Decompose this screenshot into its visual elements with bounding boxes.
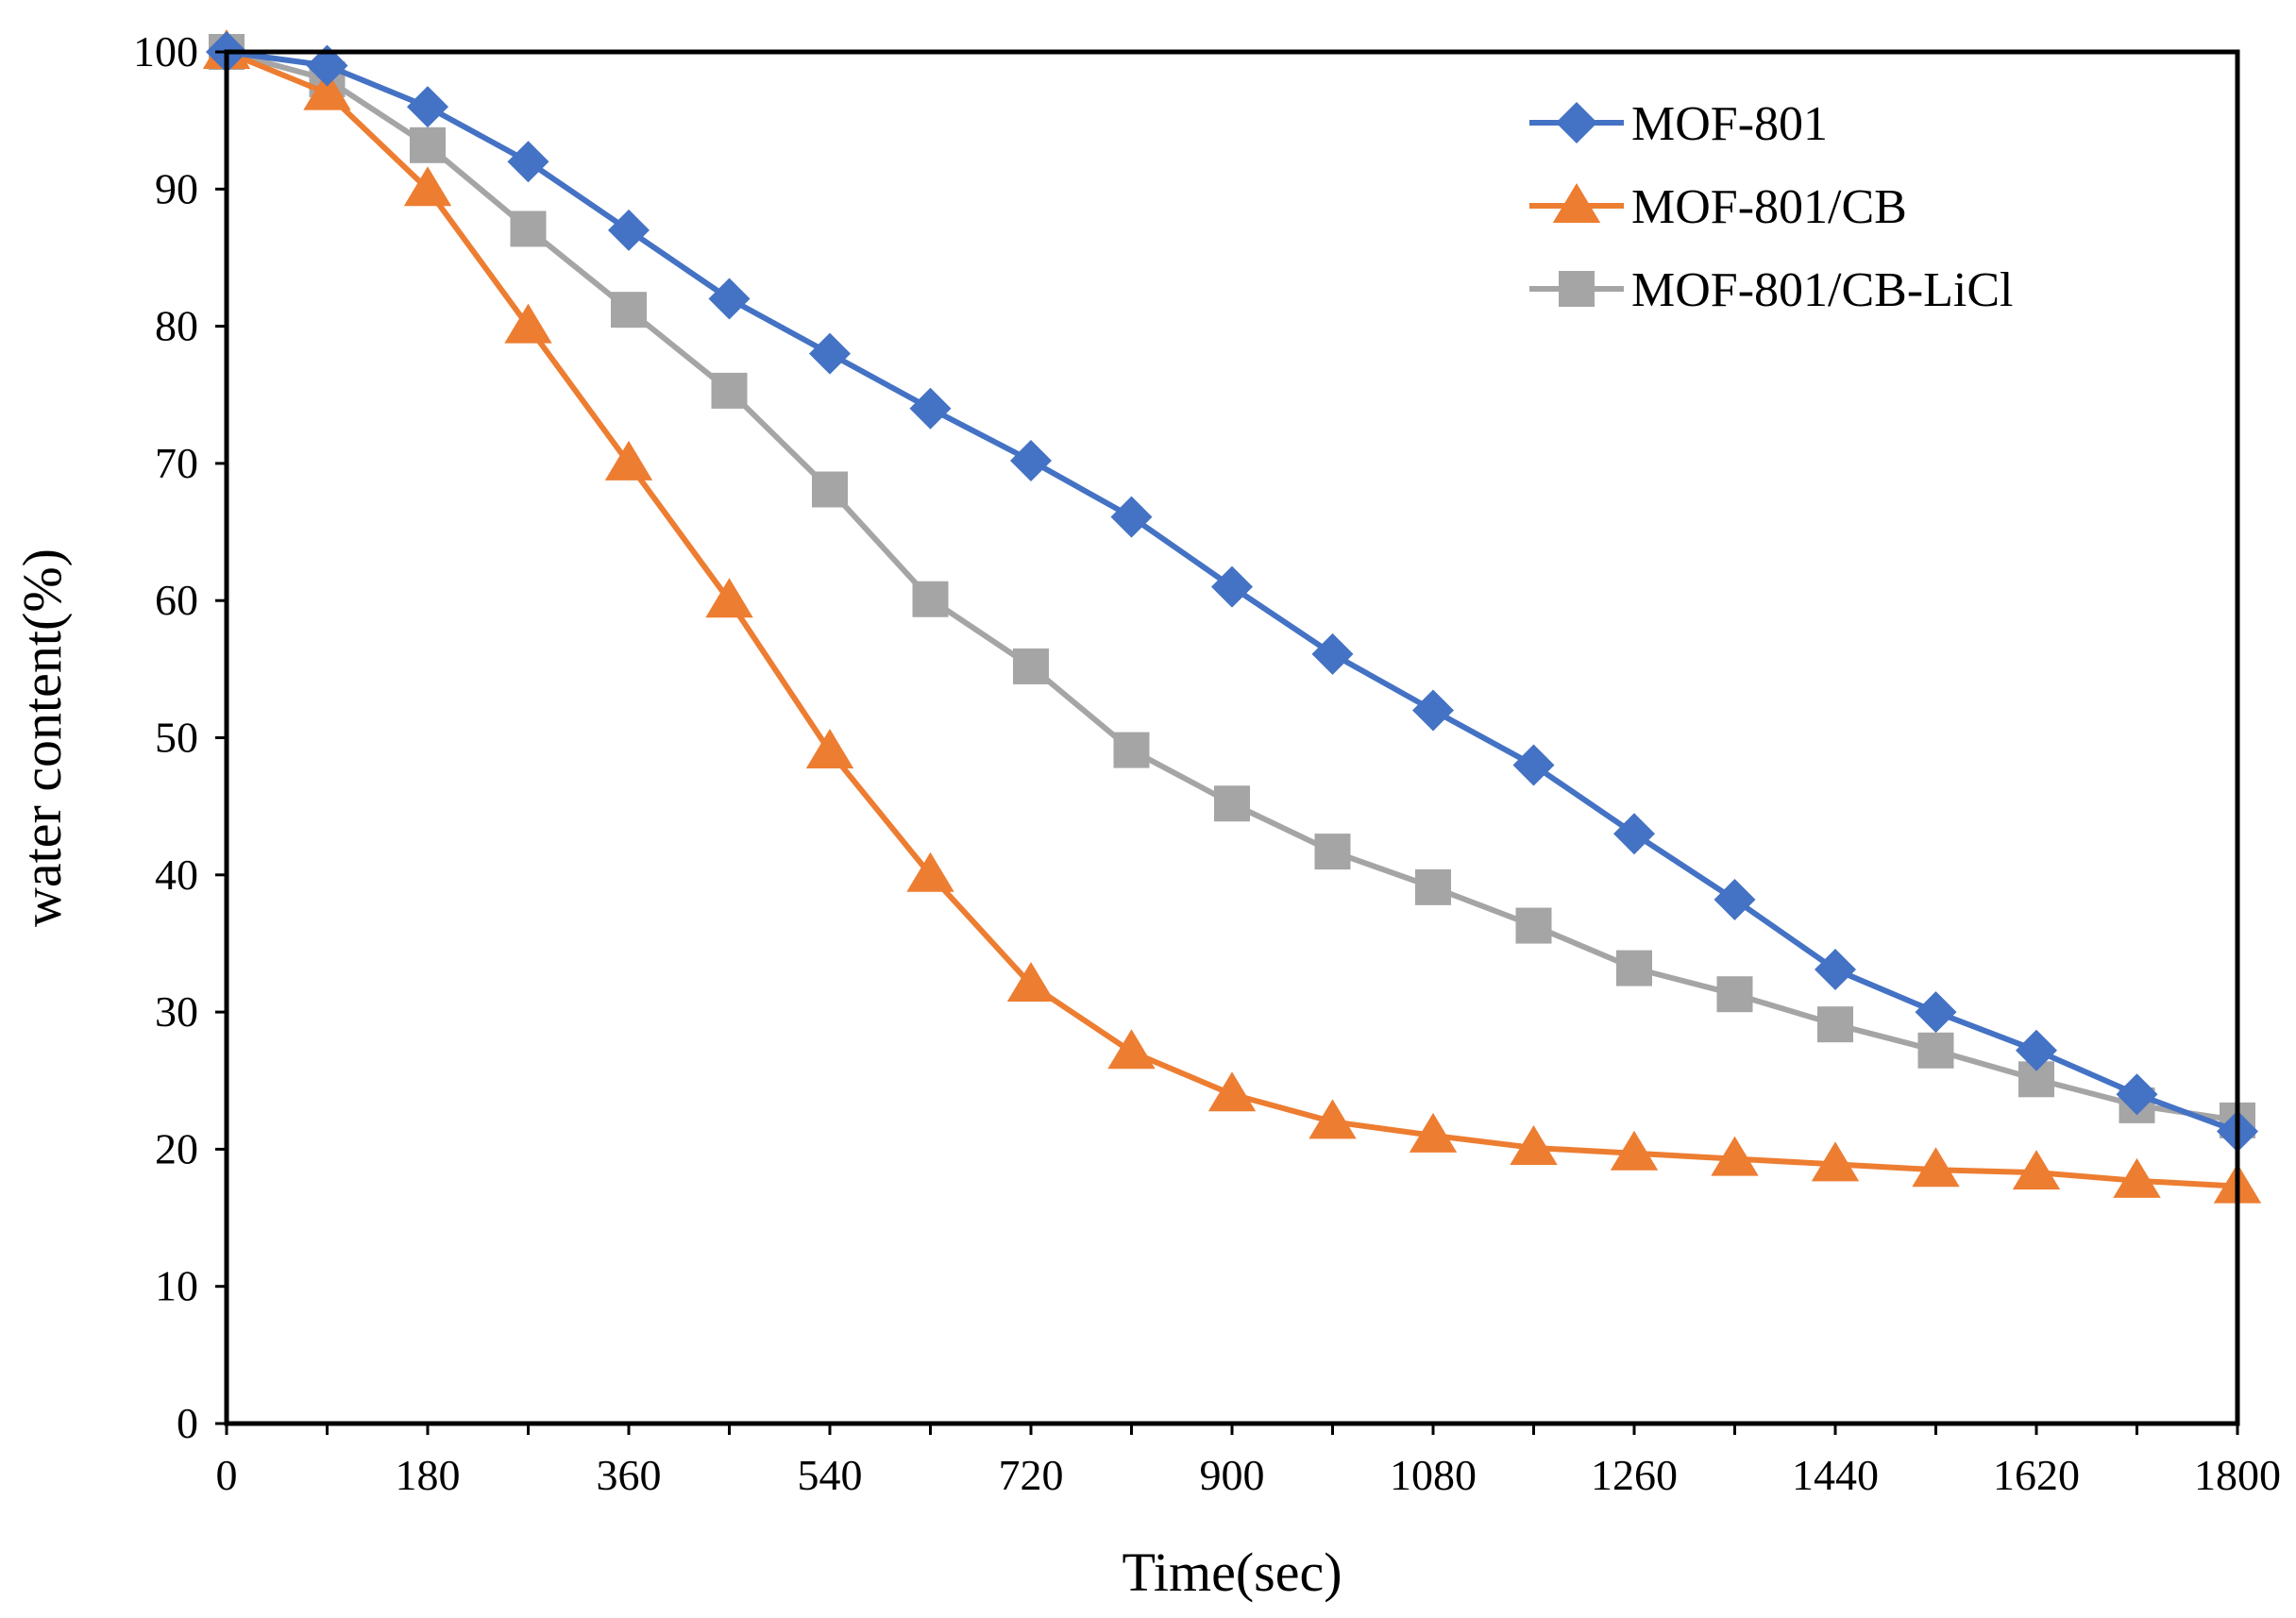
axis-ticks: 0 180 360 540 720 900 1080 1260 1440 1620 1800 0 10 2…	[133, 27, 2281, 1499]
data-point	[1211, 565, 1253, 608]
legend-marker	[1556, 102, 1597, 143]
x-tick-label: 0	[216, 1451, 238, 1499]
y-tick-label: 50	[155, 714, 198, 762]
data-point	[1113, 732, 1150, 768]
data-point	[1415, 868, 1451, 905]
data-point	[711, 372, 748, 409]
data-point	[1515, 907, 1552, 944]
legend-item: MOF-801/CB	[1529, 180, 1907, 234]
legend: MOF-801 MOF-801/CB MOF-801/CB-LiCl	[1529, 97, 2014, 317]
x-tick-label: 1620	[1993, 1451, 2080, 1499]
legend-label: MOF-801/CB	[1631, 180, 1907, 234]
data-point	[906, 851, 954, 892]
data-point	[1512, 744, 1555, 786]
data-point	[510, 211, 547, 247]
legend-marker	[1559, 271, 1595, 307]
x-axis-title: Time(sec)	[1122, 1542, 1342, 1603]
x-tick-label: 720	[999, 1451, 1064, 1499]
data-point	[1013, 648, 1049, 684]
y-tick-label: 30	[155, 987, 198, 1036]
x-tick-label: 1440	[1792, 1451, 1879, 1499]
data-point	[809, 332, 851, 375]
data-point	[611, 292, 647, 329]
data-point	[1616, 950, 1652, 986]
data-point	[410, 126, 446, 163]
data-point	[1811, 1141, 1860, 1182]
data-point	[1510, 1124, 1558, 1165]
data-point	[608, 209, 650, 251]
legend-label: MOF-801/CB-LiCl	[1631, 263, 2014, 317]
data-point	[708, 278, 751, 320]
data-point	[1412, 689, 1454, 732]
data-point	[1610, 1130, 1659, 1171]
data-point	[1613, 813, 1655, 855]
legend-marker	[1552, 183, 1601, 223]
data-point	[1714, 878, 1756, 920]
legend-item: MOF-801	[1529, 97, 1828, 151]
x-tick-label: 900	[1200, 1451, 1265, 1499]
y-tick-label: 90	[155, 164, 198, 212]
y-tick-label: 40	[155, 851, 198, 899]
data-point	[604, 440, 653, 480]
x-tick-label: 180	[396, 1451, 461, 1499]
data-point	[1110, 496, 1153, 538]
data-point	[1917, 1032, 1954, 1069]
data-point	[705, 578, 753, 618]
data-point	[1711, 1136, 1759, 1176]
data-point	[1010, 439, 1052, 481]
data-point	[1308, 1099, 1357, 1139]
y-axis-title: water content(%)	[11, 548, 73, 927]
data-point	[2116, 1073, 2158, 1116]
series-mof-801-cb	[202, 29, 2262, 1204]
data-point	[504, 303, 552, 344]
legend-label: MOF-801	[1631, 97, 1828, 151]
data-point	[1409, 1112, 1458, 1153]
data-point	[1915, 991, 1957, 1034]
x-tick-label: 1080	[1390, 1451, 1477, 1499]
data-point	[303, 70, 351, 110]
data-point	[1311, 632, 1354, 675]
data-point	[507, 141, 549, 183]
y-tick-label: 0	[177, 1399, 198, 1447]
data-point	[805, 729, 854, 769]
y-tick-label: 10	[155, 1262, 198, 1310]
y-tick-label: 100	[133, 27, 198, 76]
data-point	[2016, 1029, 2057, 1071]
legend-item: MOF-801/CB-LiCl	[1529, 263, 2014, 317]
y-tick-label: 80	[155, 302, 198, 350]
y-tick-label: 20	[155, 1124, 198, 1172]
y-tick-label: 60	[155, 576, 198, 624]
data-point	[403, 166, 452, 207]
data-point	[812, 471, 848, 508]
data-point	[1815, 949, 1856, 991]
data-point	[1107, 1029, 1156, 1070]
data-point	[2113, 1157, 2161, 1198]
data-point	[1912, 1147, 1960, 1188]
x-tick-label: 1260	[1591, 1451, 1678, 1499]
data-point	[1214, 785, 1250, 822]
x-tick-label: 360	[597, 1451, 662, 1499]
data-point	[912, 581, 949, 617]
x-tick-label: 540	[798, 1451, 863, 1499]
data-point	[407, 86, 448, 128]
data-point	[1207, 1071, 1257, 1112]
data-point	[1716, 976, 1753, 1013]
data-point	[2012, 1150, 2061, 1190]
x-tick-label: 1800	[2194, 1451, 2281, 1499]
data-point	[306, 44, 348, 87]
data-point	[1314, 834, 1351, 870]
series-layer	[202, 29, 2262, 1204]
data-point	[909, 387, 952, 430]
series-mof-801	[206, 31, 2258, 1153]
data-point	[1817, 1006, 1853, 1043]
data-point	[1006, 962, 1055, 1003]
y-tick-label: 70	[155, 439, 198, 487]
